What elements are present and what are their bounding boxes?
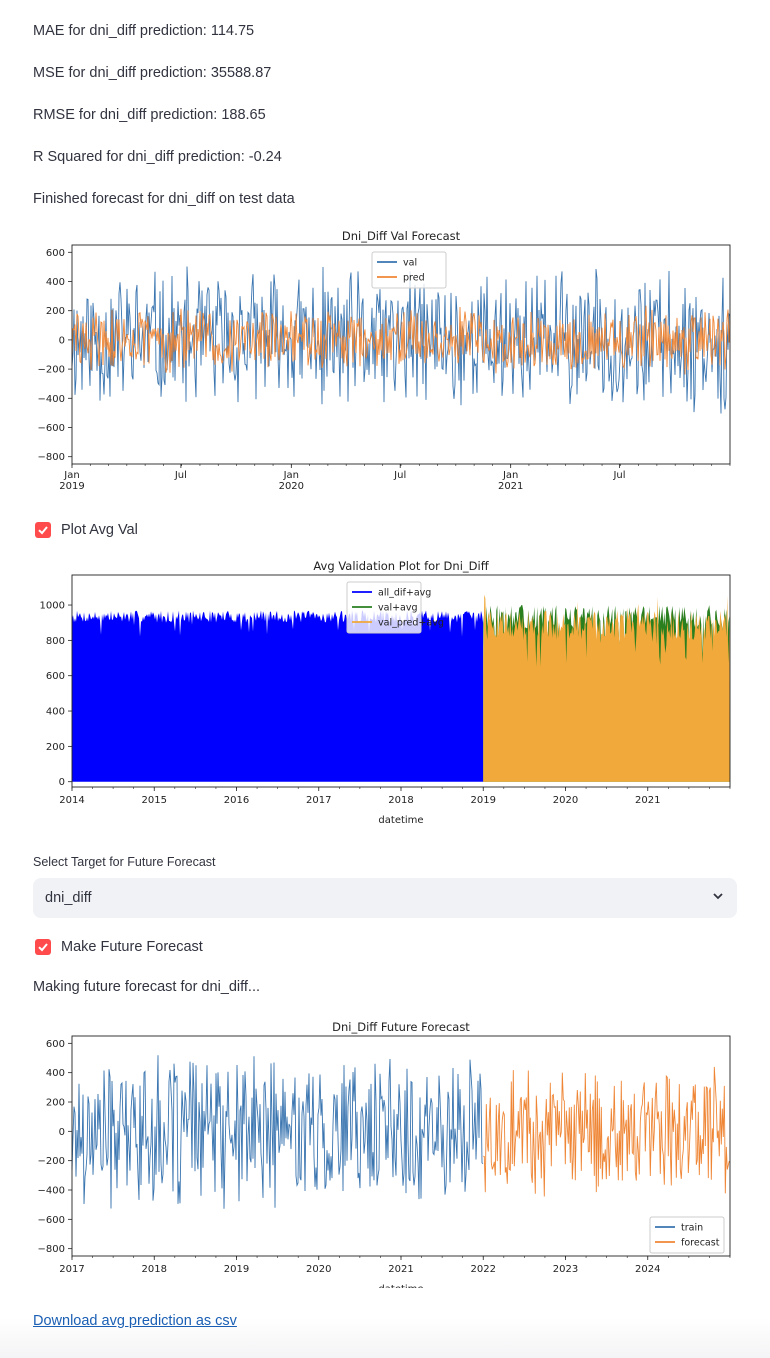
chevron-down-icon[interactable] xyxy=(711,889,725,907)
x-tick-label: Jan xyxy=(283,470,299,481)
checkbox-checked-icon[interactable] xyxy=(35,522,51,538)
x-tick-label: 2021 xyxy=(498,481,523,492)
x-tick-label: 2017 xyxy=(306,795,331,806)
chart-title: Dni_Diff Val Forecast xyxy=(342,229,461,243)
x-tick-label: 2016 xyxy=(224,795,249,806)
legend-label: val+avg xyxy=(378,603,418,614)
y-tick-label: 400 xyxy=(46,1068,65,1079)
legend: all_dif+avg val+avg val_pred+avg xyxy=(346,581,444,634)
avg-validation-svg: 0 200 400 600 800 1000 Avg Validation Plot for… xyxy=(40,559,731,826)
x-axis-label: datetime xyxy=(378,815,423,826)
plot-avg-val-label: Plot Avg Val xyxy=(61,522,138,538)
y-tick-label: −200 xyxy=(38,1156,65,1167)
x-tick-label: 2024 xyxy=(635,1264,660,1275)
x-tick-label: 2015 xyxy=(142,795,167,806)
rmse-text: RMSE for dni_diff prediction: 188.65 xyxy=(33,107,266,123)
legend: val pred xyxy=(371,251,447,289)
x-tick-label: Jul xyxy=(612,470,625,481)
x-tick-label: 2018 xyxy=(388,795,413,806)
checkbox-checked-icon[interactable] xyxy=(35,939,51,955)
making-forecast-text: Making future forecast for dni_diff... xyxy=(33,979,261,995)
x-tick-label: 2019 xyxy=(471,795,496,806)
target-select[interactable]: dni_diff xyxy=(33,878,737,918)
y-tick-label: 400 xyxy=(46,277,65,288)
legend-box xyxy=(371,251,447,289)
x-tick-label: 2020 xyxy=(306,1264,331,1275)
y-tick-label: 600 xyxy=(46,248,65,259)
finished-text: Finished forecast for dni_diff on test d… xyxy=(33,191,295,207)
download-csv-link[interactable]: Download avg prediction as csv xyxy=(33,1313,237,1329)
page-bottom-fade xyxy=(0,1318,770,1358)
target-select-value: dni_diff xyxy=(45,890,92,906)
val-forecast-svg: −800 −600 −400 −200 0 200 400 600 Dni_Diff Val F… xyxy=(38,229,731,492)
x-axis-label: datetime xyxy=(378,1284,423,1288)
y-tick-label: −400 xyxy=(38,1186,65,1197)
y-tick-label: 0 xyxy=(59,335,65,346)
mse-text: MSE for dni_diff prediction: 35588.87 xyxy=(33,65,272,81)
x-tick-label: 2021 xyxy=(388,1264,413,1275)
y-tick-label: 0 xyxy=(59,777,65,788)
legend-box xyxy=(346,581,422,634)
series-train-line xyxy=(71,1055,484,1209)
x-tick-label: 2020 xyxy=(279,481,304,492)
legend-box xyxy=(649,1216,725,1254)
legend-label: train xyxy=(681,1223,703,1234)
x-tick-label: Jul xyxy=(393,470,406,481)
x-tick-label: 2017 xyxy=(59,1264,84,1275)
val-forecast-chart: −800 −600 −400 −200 0 200 400 600 Dni_Diff Val F… xyxy=(22,228,742,500)
series-forecast-line xyxy=(483,1066,730,1197)
y-tick-label: −600 xyxy=(38,1215,65,1226)
x-tick-label: 2021 xyxy=(635,795,660,806)
x-tick-label: 2014 xyxy=(59,795,84,806)
legend-label: all_dif+avg xyxy=(378,588,431,599)
x-tick-label: 2019 xyxy=(224,1264,249,1275)
chart-title: Avg Validation Plot for Dni_Diff xyxy=(313,559,489,573)
x-tick-label: Jul xyxy=(174,470,187,481)
x-tick-label: 2023 xyxy=(553,1264,578,1275)
y-tick-label: −200 xyxy=(38,365,65,376)
make-future-forecast-label: Make Future Forecast xyxy=(61,939,203,955)
plot-avg-val-checkbox[interactable]: Plot Avg Val xyxy=(35,522,138,538)
mae-text: MAE for dni_diff prediction: 114.75 xyxy=(33,23,255,39)
legend-label: pred xyxy=(403,273,425,284)
x-tick-label: 2022 xyxy=(471,1264,496,1275)
x-tick-label: 2018 xyxy=(142,1264,167,1275)
y-tick-label: 200 xyxy=(46,306,65,317)
make-future-forecast-checkbox[interactable]: Make Future Forecast xyxy=(35,939,203,955)
x-tick-label: 2019 xyxy=(59,481,84,492)
y-tick-label: −800 xyxy=(38,1244,65,1255)
select-target-label: Select Target for Future Forecast xyxy=(33,855,216,869)
legend-label: val xyxy=(403,258,417,269)
future-forecast-chart: −800 −600 −400 −200 0 200 400 600 Dni_Diff Futur… xyxy=(22,1016,742,1288)
series-val-line xyxy=(71,266,731,414)
legend: train forecast xyxy=(649,1216,725,1254)
chart-title: Dni_Diff Future Forecast xyxy=(332,1020,470,1034)
x-tick-label: Jan xyxy=(502,470,518,481)
x-tick-label: Jan xyxy=(63,470,79,481)
y-tick-label: −600 xyxy=(38,423,65,434)
x-tick-label: 2020 xyxy=(553,795,578,806)
avg-validation-chart: 0 200 400 600 800 1000 Avg Validation Plot for… xyxy=(22,558,742,830)
y-tick-label: 200 xyxy=(46,1098,65,1109)
y-tick-label: −800 xyxy=(38,452,65,463)
legend-label: val_pred+avg xyxy=(378,618,444,629)
y-tick-label: 600 xyxy=(46,1039,65,1050)
y-tick-label: 0 xyxy=(59,1127,65,1138)
y-tick-label: −400 xyxy=(38,394,65,405)
y-tick-label: 400 xyxy=(46,707,65,718)
r2-text: R Squared for dni_diff prediction: -0.24 xyxy=(33,149,282,165)
y-tick-label: 200 xyxy=(46,742,65,753)
series-pred-line xyxy=(71,305,731,375)
series-val-pred-avg-area xyxy=(483,594,730,782)
y-tick-label: 1000 xyxy=(40,601,65,612)
future-forecast-svg: −800 −600 −400 −200 0 200 400 600 Dni_Diff Futur… xyxy=(38,1020,731,1288)
series-all-dif-avg-area xyxy=(72,610,484,782)
legend-label: forecast xyxy=(681,1238,720,1249)
y-tick-label: 600 xyxy=(46,671,65,682)
y-tick-label: 800 xyxy=(46,636,65,647)
